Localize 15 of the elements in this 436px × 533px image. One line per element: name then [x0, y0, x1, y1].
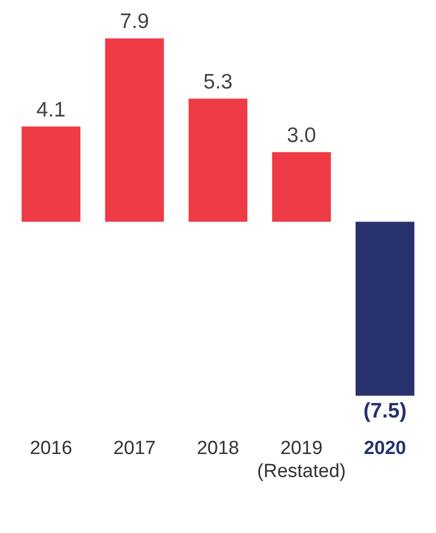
data-label: 7.9: [120, 10, 150, 34]
data-label: 4.1: [36, 98, 66, 122]
bar: [105, 38, 164, 222]
data-label: 5.3: [203, 70, 233, 94]
bar: [356, 222, 414, 396]
data-label: 3.0: [286, 124, 316, 147]
data-label: (7.5): [363, 400, 407, 423]
x-tick-label: 2016: [30, 438, 72, 460]
bar: [188, 98, 248, 222]
x-tick-label: 2020: [364, 438, 406, 460]
x-tick-label: 2018: [196, 438, 240, 460]
x-tick-label: 2017: [113, 438, 156, 460]
bar: [22, 126, 80, 222]
x-tick-label: 2019 (Restated): [257, 438, 346, 482]
bar: [272, 152, 331, 222]
